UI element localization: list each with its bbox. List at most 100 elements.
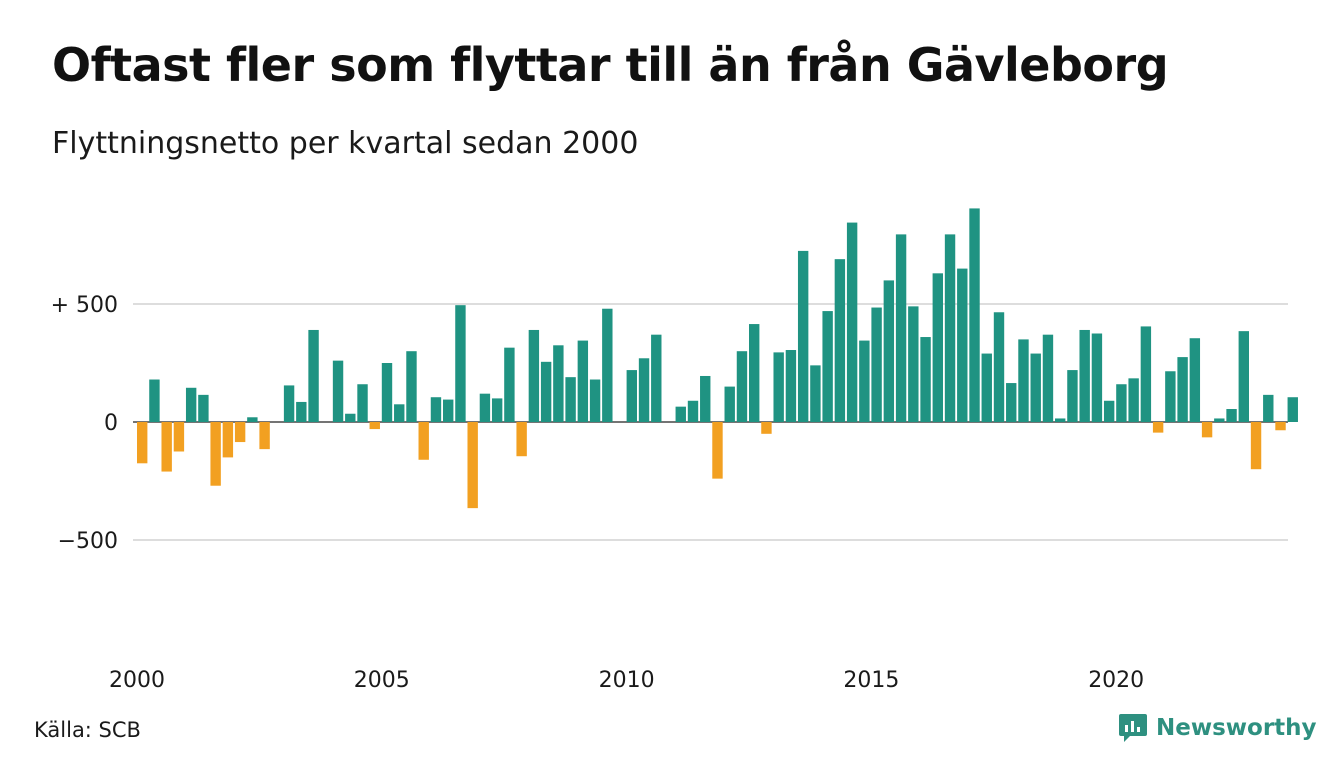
bar xyxy=(1128,378,1139,422)
chart-title: Oftast fler som flyttar till än från Gäv… xyxy=(52,38,1169,92)
bar xyxy=(222,422,234,458)
bar xyxy=(1263,394,1274,422)
bar xyxy=(749,324,760,422)
bar xyxy=(785,350,797,422)
bar xyxy=(1103,400,1115,422)
bar xyxy=(504,347,515,422)
bar xyxy=(1042,334,1054,422)
bar xyxy=(406,351,417,422)
bar xyxy=(1165,371,1176,422)
bar xyxy=(540,361,552,422)
bar xyxy=(773,352,784,422)
bar xyxy=(761,422,772,434)
x-tick-label: 2020 xyxy=(1088,668,1144,693)
bar xyxy=(908,306,919,422)
bar xyxy=(173,422,185,452)
bar xyxy=(883,280,895,422)
bar xyxy=(626,370,637,422)
bar xyxy=(381,363,393,422)
bar xyxy=(1177,357,1188,422)
bar xyxy=(577,340,589,422)
bar xyxy=(516,422,527,457)
brand-name: Newsworthy xyxy=(1156,715,1317,741)
bar xyxy=(736,351,748,422)
bar xyxy=(895,234,907,422)
bar xyxy=(296,401,307,422)
bar xyxy=(1250,422,1262,470)
bar xyxy=(932,273,943,422)
bar xyxy=(234,422,246,443)
bar xyxy=(675,406,686,422)
bar xyxy=(137,422,148,464)
bar xyxy=(394,404,405,422)
x-tick-label: 2010 xyxy=(599,668,655,693)
bar xyxy=(185,387,197,422)
chart-subtitle: Flyttningsnetto per kvartal sedan 2000 xyxy=(52,126,639,161)
bar xyxy=(1055,418,1066,422)
bar xyxy=(871,307,882,422)
bar xyxy=(357,384,368,422)
axis-labels: + 500 0 −500 2000 2005 2010 2015 2020 xyxy=(51,293,1145,693)
bar xyxy=(565,377,576,422)
bar xyxy=(467,422,478,509)
bar xyxy=(369,422,380,430)
bar xyxy=(822,311,833,422)
bar xyxy=(920,337,931,422)
bar xyxy=(687,400,699,422)
bar xyxy=(859,340,870,422)
bar xyxy=(1030,353,1041,422)
y-tick-label: 0 xyxy=(104,411,118,436)
bar xyxy=(1201,422,1213,438)
bar xyxy=(638,358,650,422)
bar xyxy=(553,345,564,422)
bar xyxy=(210,422,221,486)
bar xyxy=(430,397,442,422)
bar xyxy=(1238,331,1249,422)
bar xyxy=(491,398,503,422)
bar xyxy=(283,385,295,422)
bar xyxy=(981,353,992,422)
bar xyxy=(308,329,319,422)
source-note: Källa: SCB xyxy=(34,718,141,742)
bar xyxy=(712,422,723,479)
bar xyxy=(1006,383,1017,422)
bar xyxy=(846,222,858,422)
bar xyxy=(700,375,711,422)
bar xyxy=(247,417,258,422)
bar xyxy=(418,422,429,460)
bar xyxy=(332,360,344,422)
bar xyxy=(528,329,540,422)
bar xyxy=(161,422,172,472)
newsworthy-logo-icon xyxy=(1119,714,1147,742)
bar xyxy=(810,365,821,422)
bar xyxy=(1116,384,1127,422)
bar xyxy=(1018,339,1029,422)
bar xyxy=(957,268,968,422)
bar xyxy=(602,308,613,422)
bar xyxy=(259,422,270,450)
x-tick-label: 2015 xyxy=(843,668,899,693)
bar xyxy=(479,393,491,422)
bar xyxy=(1287,397,1298,422)
bar xyxy=(1091,333,1103,422)
bar xyxy=(198,394,209,422)
x-tick-label: 2005 xyxy=(354,668,410,693)
bar xyxy=(724,386,735,422)
bar xyxy=(589,379,601,422)
bar xyxy=(1275,422,1286,431)
bar xyxy=(1079,329,1090,422)
bar xyxy=(944,234,956,422)
bar xyxy=(969,208,980,422)
bar xyxy=(1214,418,1225,422)
bar xyxy=(1189,338,1201,422)
bar xyxy=(1226,409,1237,422)
bar xyxy=(149,379,160,422)
bar xyxy=(993,312,1005,422)
bar xyxy=(651,334,662,422)
y-tick-label: + 500 xyxy=(51,293,118,318)
brand-logo: Newsworthy xyxy=(1118,712,1317,744)
bar xyxy=(1067,370,1078,422)
x-tick-label: 2000 xyxy=(109,668,165,693)
bar xyxy=(455,305,466,422)
